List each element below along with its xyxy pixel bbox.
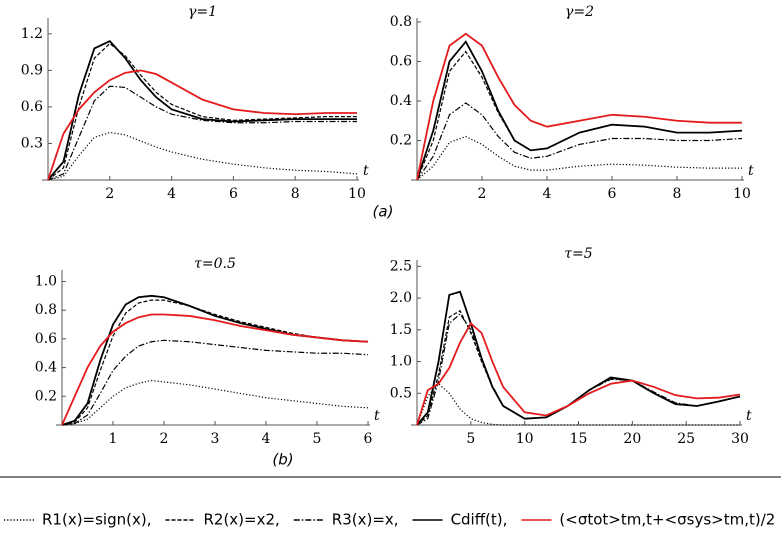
chart-title: τ=5 bbox=[564, 246, 592, 262]
x-tick-label: 4 bbox=[167, 186, 176, 202]
x-tick-label: 30 bbox=[731, 431, 749, 447]
x-axis-label: t bbox=[746, 408, 752, 424]
caption: (a) bbox=[373, 203, 394, 221]
series-line bbox=[416, 40, 743, 181]
legend-label: R3(x)=x, bbox=[332, 511, 399, 529]
x-tick-label: 4 bbox=[543, 186, 552, 202]
y-tick-label: 0.4 bbox=[35, 360, 57, 376]
series-line bbox=[416, 382, 740, 426]
x-tick-label: 8 bbox=[291, 186, 300, 202]
x-tick-label: 6 bbox=[229, 186, 238, 202]
x-tick-label: 10 bbox=[348, 186, 366, 202]
series-line bbox=[416, 50, 743, 181]
series-line bbox=[416, 309, 741, 426]
y-tick-label: 0.2 bbox=[35, 388, 57, 404]
y-tick-label: 0.5 bbox=[390, 385, 412, 401]
legend-label: Cdiff(t), bbox=[451, 511, 508, 529]
series-line bbox=[47, 85, 357, 181]
series-line bbox=[416, 313, 741, 426]
x-axis-label: t bbox=[748, 163, 754, 179]
x-tick-label: 2 bbox=[160, 431, 169, 447]
y-tick-label: 0.6 bbox=[21, 99, 43, 115]
x-tick-label: 2 bbox=[105, 186, 114, 202]
x-tick-label: 10 bbox=[733, 186, 751, 202]
y-tick-label: 2.5 bbox=[390, 258, 412, 274]
y-tick-label: 0.9 bbox=[21, 62, 43, 78]
x-axis-label: t bbox=[374, 408, 380, 424]
series-line bbox=[416, 32, 742, 181]
y-tick-label: 1.0 bbox=[35, 273, 57, 289]
y-tick-label: 0.6 bbox=[390, 53, 412, 69]
y-tick-label: 1.5 bbox=[390, 322, 412, 338]
series-line bbox=[47, 131, 358, 181]
series-line bbox=[61, 299, 369, 426]
caption: (b) bbox=[272, 451, 293, 469]
series-line bbox=[416, 102, 743, 181]
x-tick-label: 1 bbox=[109, 431, 118, 447]
chart-title: γ=2 bbox=[565, 4, 594, 20]
y-tick-label: 0.8 bbox=[390, 14, 412, 30]
y-tick-label: 0.8 bbox=[35, 302, 57, 318]
series-line bbox=[61, 294, 369, 426]
x-tick-label: 6 bbox=[364, 431, 373, 447]
legend-label: R2(x)=x2, bbox=[203, 511, 279, 529]
y-tick-label: 2.0 bbox=[390, 290, 412, 306]
x-tick-label: 5 bbox=[466, 431, 475, 447]
x-tick-label: 20 bbox=[623, 431, 641, 447]
legend-label: (<σtot>tm,t+<σsys>tm,t)/2 bbox=[559, 511, 775, 529]
series-line bbox=[416, 290, 741, 426]
y-tick-label: 1.2 bbox=[21, 26, 43, 42]
x-axis-label: t bbox=[363, 163, 369, 179]
series-line bbox=[47, 40, 357, 181]
x-tick-label: 15 bbox=[570, 431, 588, 447]
series-line bbox=[416, 322, 741, 426]
y-tick-label: 1.0 bbox=[390, 354, 412, 370]
x-tick-label: 2 bbox=[478, 186, 487, 202]
x-tick-label: 10 bbox=[516, 431, 534, 447]
y-tick-label: 0.3 bbox=[21, 135, 43, 151]
series-line bbox=[47, 42, 357, 181]
x-tick-label: 6 bbox=[608, 186, 617, 202]
series-line bbox=[47, 69, 357, 181]
y-tick-label: 0.6 bbox=[35, 331, 57, 347]
series-line bbox=[61, 313, 369, 426]
x-tick-label: 3 bbox=[211, 431, 220, 447]
x-tick-label: 25 bbox=[677, 431, 695, 447]
chart-title: γ=1 bbox=[188, 4, 217, 20]
series-line bbox=[416, 135, 742, 181]
series-line bbox=[61, 379, 369, 426]
x-tick-label: 4 bbox=[262, 431, 271, 447]
series-line bbox=[61, 339, 369, 426]
chart-title: τ=0.5 bbox=[194, 256, 236, 272]
y-tick-label: 0.2 bbox=[390, 132, 412, 148]
x-tick-label: 8 bbox=[673, 186, 682, 202]
legend-label: R1(x)=sign(x), bbox=[42, 511, 151, 529]
x-tick-label: 5 bbox=[313, 431, 322, 447]
y-tick-label: 0.4 bbox=[390, 93, 412, 109]
